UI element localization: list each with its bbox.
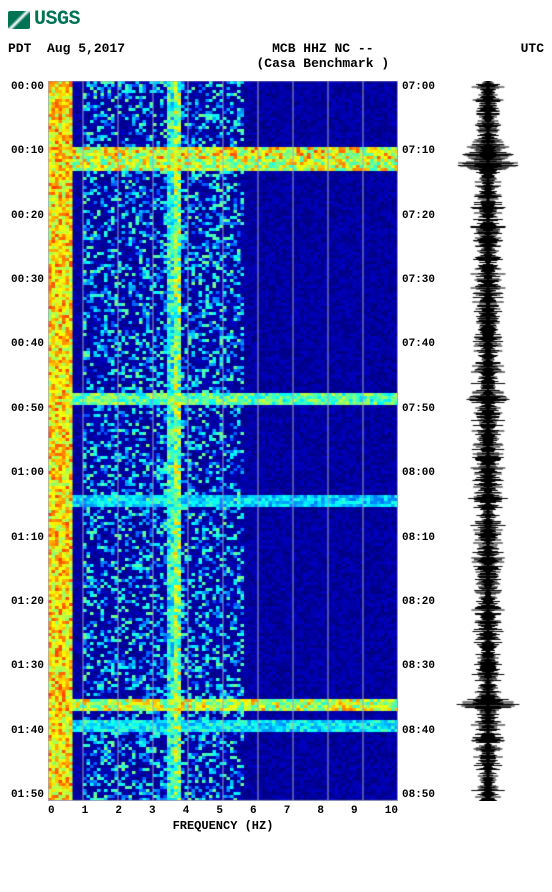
tick-label: 08:00 [402, 467, 438, 479]
tick-label: 00:10 [8, 145, 44, 157]
tick-label: 0 [48, 805, 55, 817]
spectrogram-grid [48, 81, 398, 801]
tick-label: 3 [149, 805, 156, 817]
tick-label: 08:40 [402, 725, 438, 737]
freq-axis-label: FREQUENCY (HZ) [48, 819, 398, 833]
tick-label: 00:00 [8, 81, 44, 93]
tick-label: 2 [115, 805, 122, 817]
usgs-logo: USGS [8, 8, 544, 31]
tick-label: 07:40 [402, 338, 438, 350]
tick-label: 1 [82, 805, 89, 817]
tick-label: 00:40 [8, 338, 44, 350]
tick-label: 7 [284, 805, 291, 817]
tick-label: 07:30 [402, 274, 438, 286]
right-time-axis: 07:00 07:10 07:20 07:30 07:40 07:50 08:00 08:10… [398, 81, 438, 801]
tick-label: 07:50 [402, 403, 438, 415]
waveform-panel [448, 81, 528, 801]
tick-label: 08:10 [402, 532, 438, 544]
tick-label: 01:00 [8, 467, 44, 479]
waveform-canvas [448, 81, 528, 801]
tick-label: 00:20 [8, 210, 44, 222]
tick-label: 08:50 [402, 789, 438, 801]
tick-label: 01:30 [8, 660, 44, 672]
tick-label: 01:10 [8, 532, 44, 544]
tick-label: 9 [351, 805, 358, 817]
tick-label: 07:00 [402, 81, 438, 93]
header-left: PDT Aug 5,2017 [8, 41, 125, 71]
tick-label: 08:20 [402, 596, 438, 608]
freq-axis-ticks: 0 1 2 3 4 5 6 7 8 9 10 [48, 805, 398, 817]
tick-label: 07:20 [402, 210, 438, 222]
tick-label: 10 [385, 805, 398, 817]
station-label: MCB HHZ NC -- [272, 41, 373, 56]
header-right: UTC [521, 41, 544, 71]
header-center: MCB HHZ NC -- (Casa Benchmark ) [257, 41, 390, 71]
date-label: Aug 5,2017 [47, 41, 125, 56]
left-time-axis: 00:00 00:10 00:20 00:30 00:40 00:50 01:00 01:10… [8, 81, 48, 801]
pdt-label: PDT [8, 41, 31, 56]
tick-label: 8 [317, 805, 324, 817]
tick-label: 00:50 [8, 403, 44, 415]
location-label: (Casa Benchmark ) [257, 56, 390, 71]
tick-label: 07:10 [402, 145, 438, 157]
tick-label: 01:20 [8, 596, 44, 608]
plot-area: 00:00 00:10 00:20 00:30 00:40 00:50 01:00 01:10… [8, 81, 544, 801]
utc-label: UTC [521, 41, 544, 56]
tick-label: 6 [250, 805, 257, 817]
tick-label: 5 [216, 805, 223, 817]
logo-text: USGS [34, 8, 80, 31]
tick-label: 01:40 [8, 725, 44, 737]
header-row: PDT Aug 5,2017 MCB HHZ NC -- (Casa Bench… [8, 41, 544, 71]
tick-label: 01:50 [8, 789, 44, 801]
tick-label: 4 [183, 805, 190, 817]
tick-label: 08:30 [402, 660, 438, 672]
spectrogram-panel [48, 81, 398, 801]
logo-wave-icon [8, 11, 30, 29]
tick-label: 00:30 [8, 274, 44, 286]
